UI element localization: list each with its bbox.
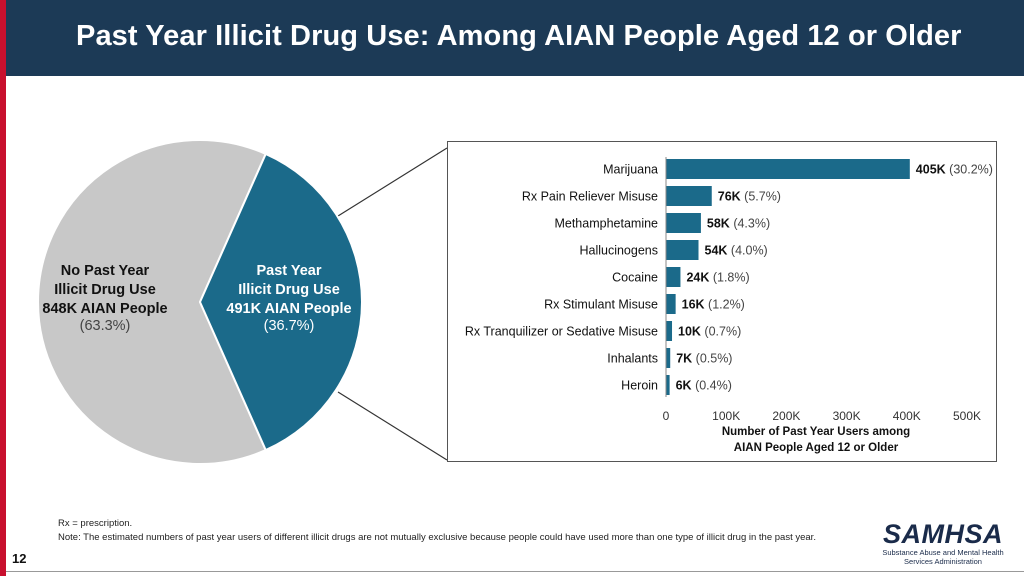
bar-2 — [666, 213, 701, 233]
bar-value-label: 10K (0.7%) — [678, 325, 741, 339]
bar-7 — [666, 348, 671, 368]
bar-value-label: 405K (30.2%) — [916, 163, 993, 177]
page-title: Past Year Illicit Drug Use: Among AIAN P… — [76, 20, 962, 52]
bar-category-label: Rx Pain Reliever Misuse — [522, 190, 658, 204]
x-tick-label: 200K — [772, 409, 800, 423]
bar-value-label: 76K (5.7%) — [718, 190, 781, 204]
bar-category-label: Rx Tranquilizer or Sedative Misuse — [465, 325, 658, 339]
bar-category-label: Methamphetamine — [554, 217, 658, 231]
bar-value-label: 24K (1.8%) — [686, 271, 749, 285]
bar-value-label: 58K (4.3%) — [707, 217, 770, 231]
x-tick-label: 500K — [953, 409, 981, 423]
bar-chart-panel: Marijuana 405K (30.2%) Rx Pain Reliever Mi… — [447, 141, 997, 462]
pie-chart: No Past Year Illicit Drug Use 848K AIAN Pe… — [37, 139, 363, 465]
bar-3 — [666, 240, 699, 260]
bar-value-label: 7K (0.5%) — [676, 352, 732, 366]
bar-0 — [666, 159, 910, 179]
bar-value-label: 6K (0.4%) — [676, 379, 732, 393]
accent-bar — [0, 0, 6, 576]
bar-category-label: Inhalants — [607, 352, 658, 366]
bar-1 — [666, 186, 712, 206]
x-tick-label: 400K — [893, 409, 921, 423]
x-tick-label: 100K — [712, 409, 740, 423]
pie-slice-use — [198, 152, 363, 452]
pie-label-line: Past Year — [256, 263, 321, 279]
bar-category-label: Rx Stimulant Misuse — [544, 298, 658, 312]
bar-6 — [666, 321, 673, 341]
pie-label-line: 848K AIAN People — [42, 301, 167, 317]
bar-category-label: Heroin — [621, 379, 658, 393]
pie-label-line: No Past Year — [61, 263, 150, 279]
bar-chart: Marijuana 405K (30.2%) Rx Pain Reliever Mi… — [465, 157, 993, 454]
x-tick-label: 0 — [663, 409, 670, 423]
bar-value-label: 16K (1.2%) — [682, 298, 745, 312]
logo-wordmark: SAMHSA — [882, 519, 1003, 549]
x-axis-label: AIAN People Aged 12 or Older — [734, 442, 899, 454]
logo-subtitle-line1: Substance Abuse and Mental Health — [882, 548, 1004, 557]
pie-pct-label: (63.3%) — [80, 318, 131, 334]
bar-8 — [666, 375, 670, 395]
connector-bottom-line — [337, 391, 448, 461]
footer-divider — [6, 571, 1024, 572]
page-number: 12 — [12, 551, 27, 566]
x-tick-label: 300K — [833, 409, 861, 423]
bar-category-label: Cocaine — [612, 271, 658, 285]
connector-top-line — [337, 147, 448, 217]
logo-subtitle-line2: Services Administration — [904, 557, 982, 566]
title-banner: Past Year Illicit Drug Use: Among AIAN P… — [6, 0, 1024, 76]
footnotes: Rx = prescription. Note: The estimated n… — [58, 517, 858, 545]
bar-5 — [666, 294, 676, 314]
pie-label-line: Illicit Drug Use — [238, 282, 340, 298]
samhsa-logo: SAMHSA Substance Abuse and Mental Health… — [878, 520, 1008, 566]
pie-pct-label: (36.7%) — [264, 318, 315, 334]
pie-label-line: 491K AIAN People — [226, 301, 351, 317]
rx-footnote: Rx = prescription. — [58, 518, 133, 529]
note-footnote: Note: The estimated numbers of past year… — [58, 532, 816, 543]
bar-value-label: 54K (4.0%) — [705, 244, 768, 258]
pie-label-line: Illicit Drug Use — [54, 282, 156, 298]
x-axis-label: Number of Past Year Users among — [722, 426, 910, 438]
bar-category-label: Hallucinogens — [579, 244, 658, 258]
bar-category-label: Marijuana — [603, 163, 658, 177]
bar-4 — [666, 267, 681, 287]
pie-slice-no-use — [37, 139, 268, 465]
